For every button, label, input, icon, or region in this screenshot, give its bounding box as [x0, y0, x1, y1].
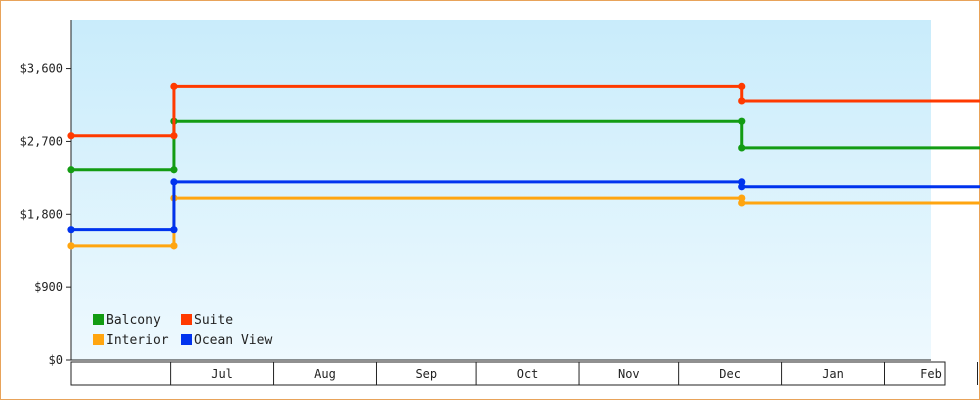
legend-swatch: [93, 334, 104, 345]
data-point: [170, 226, 178, 234]
legend-swatch: [181, 334, 192, 345]
data-point: [67, 242, 75, 250]
data-point: [170, 132, 178, 140]
legend-swatch: [93, 314, 104, 325]
data-point: [738, 117, 746, 125]
data-point: [738, 82, 746, 90]
series-line-suite: [71, 84, 980, 138]
plot-area: [71, 20, 931, 360]
data-point: [738, 183, 746, 191]
series-line-ocean-view: [71, 180, 980, 232]
x-tick-label: Feb: [920, 367, 942, 381]
x-tick-label: Oct: [517, 367, 539, 381]
y-tick-label: $2,700: [20, 134, 63, 148]
legend-label: Interior: [106, 333, 169, 348]
y-tick-label: $0: [49, 353, 63, 367]
data-point: [67, 226, 75, 234]
y-tick-label: $3,600: [20, 62, 63, 76]
data-point: [170, 166, 178, 174]
data-point: [738, 144, 746, 152]
data-point: [170, 82, 178, 90]
legend-label: Ocean View: [194, 333, 272, 348]
x-tick-label: Sep: [415, 367, 437, 381]
month-band: [70, 361, 946, 386]
legend-swatch: [181, 314, 192, 325]
x-tick-label: Aug: [314, 367, 336, 381]
x-tick-label: Dec: [719, 367, 741, 381]
data-point: [67, 166, 75, 174]
data-point: [170, 242, 178, 250]
legend-label: Suite: [194, 313, 233, 328]
legend-label: Balcony: [106, 313, 161, 328]
data-point: [67, 132, 75, 140]
data-point: [738, 199, 746, 207]
data-point: [170, 178, 178, 186]
x-tick-label: Jan: [822, 367, 844, 381]
x-tick-label: Nov: [618, 367, 640, 381]
y-tick-label: $900: [34, 280, 63, 294]
y-tick-label: $1,800: [20, 207, 63, 221]
x-tick-label: Jul: [211, 367, 233, 381]
data-point: [738, 97, 746, 105]
